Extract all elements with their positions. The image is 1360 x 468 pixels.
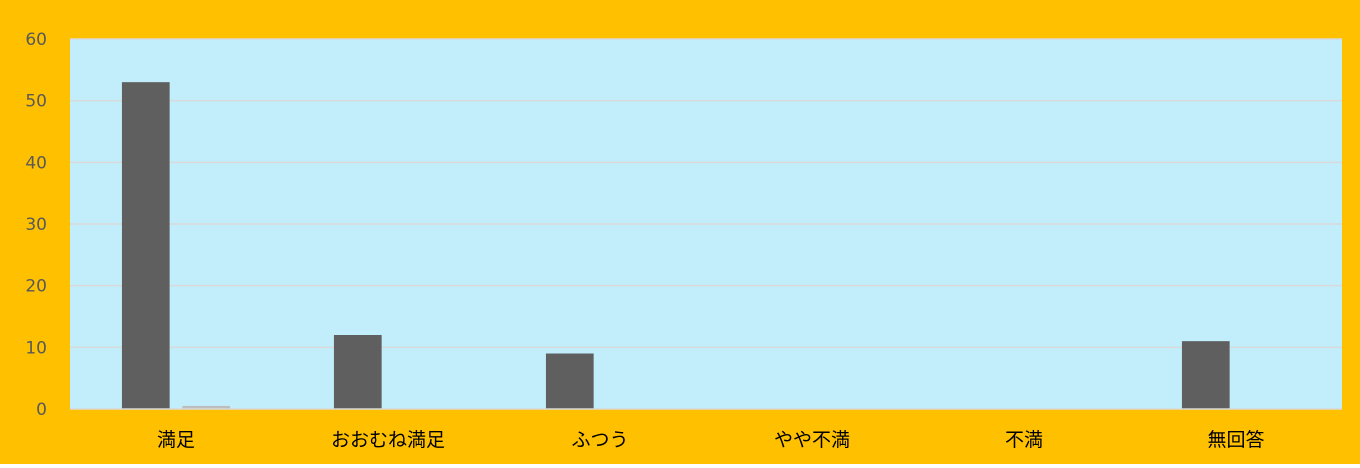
y-tick-label: 30 <box>25 215 47 235</box>
y-tick-label: 0 <box>36 400 47 420</box>
y-axis-tick-labels: 0 10 20 30 40 50 60 <box>25 30 47 420</box>
bar-series-1-1 <box>333 335 382 409</box>
bar-series-1-5 <box>1181 341 1230 409</box>
y-tick-label: 40 <box>25 153 47 173</box>
category-label: やや不満 <box>774 429 850 451</box>
category-label: ふつう <box>571 429 628 451</box>
bars <box>121 82 1230 410</box>
category-label: 満足 <box>157 429 195 451</box>
category-label: 無回答 <box>1207 429 1264 451</box>
bar-series-1-0 <box>121 82 170 410</box>
y-tick-label: 10 <box>25 338 47 358</box>
bar-series-1-2 <box>545 353 594 409</box>
x-axis-category-labels: 満足 おおむね満足 ふつう やや不満 不満 無回答 <box>157 429 1265 451</box>
y-tick-label: 60 <box>25 30 47 50</box>
bar-series-2-0 <box>182 405 231 409</box>
category-label: おおむね満足 <box>331 429 445 451</box>
y-tick-label: 20 <box>25 277 47 297</box>
category-label: 不満 <box>1005 429 1043 451</box>
y-tick-label: 50 <box>25 92 47 112</box>
gridlines <box>70 38 1342 349</box>
